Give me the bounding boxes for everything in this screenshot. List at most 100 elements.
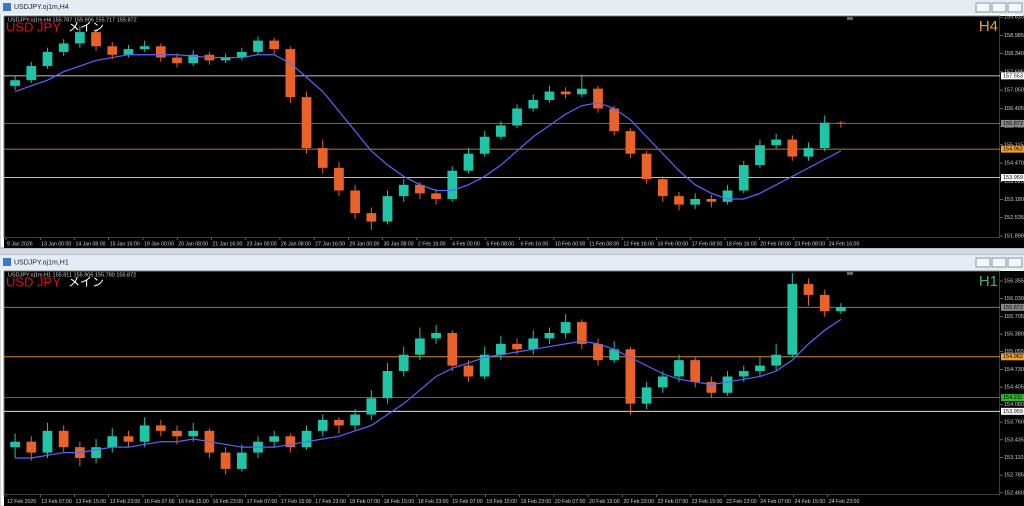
x-tick-label: 20 Feb 07:00 xyxy=(555,499,586,505)
candle-body xyxy=(706,381,717,393)
candle-body xyxy=(415,338,425,355)
candle-body xyxy=(447,332,458,366)
y-tick-label: 154.080 xyxy=(1004,402,1024,408)
level-tag xyxy=(1001,145,1024,153)
y-tick-label: 154.405 xyxy=(1004,385,1024,391)
window-title: USDJPY.oj1m,H4 xyxy=(14,4,69,11)
window-button[interactable] xyxy=(975,257,991,268)
candle-body xyxy=(787,284,798,355)
x-tick-label: 11 Feb 08:00 xyxy=(589,241,619,247)
window-button[interactable] xyxy=(991,257,1007,268)
candle-body xyxy=(301,430,312,448)
candle-body xyxy=(26,441,37,453)
level-tag xyxy=(1001,407,1024,415)
x-tick-label: 19 Feb 15:00 xyxy=(486,499,517,505)
candle-body xyxy=(771,354,781,366)
y-tick-label: 152.785 xyxy=(1004,473,1024,479)
candle-body xyxy=(738,371,749,377)
time-axis xyxy=(4,495,1000,506)
window-button[interactable] xyxy=(975,2,991,13)
moving-average xyxy=(14,54,842,200)
candle-body xyxy=(755,145,765,166)
x-tick-label: 14 Jan 08:00 xyxy=(75,241,105,247)
x-tick-label: 20 Jan 08:00 xyxy=(178,241,208,247)
candle-body xyxy=(560,91,571,95)
candle-body xyxy=(350,190,360,214)
candle-body xyxy=(576,88,587,95)
x-tick-label: 10 Feb 00:00 xyxy=(555,241,586,247)
x-tick-label: 17 Feb 08:00 xyxy=(692,241,723,247)
x-tick-label: 17 Feb 15:00 xyxy=(281,499,312,505)
candle-body xyxy=(803,284,814,295)
y-tick-label: 152.535 xyxy=(1004,215,1024,221)
y-tick-label: 156.355 xyxy=(1004,279,1024,285)
candle-body xyxy=(544,332,555,339)
y-tick-label: 155.380 xyxy=(1004,332,1024,338)
x-tick-label: 27 Jan 16:00 xyxy=(315,241,345,247)
candle-body xyxy=(139,46,150,50)
candle-body xyxy=(593,343,603,361)
symbol-label: USD JPY xyxy=(6,274,61,289)
candle-body xyxy=(609,108,620,132)
x-tick-label: 21 Jan 16:00 xyxy=(212,241,242,247)
candle-body xyxy=(236,51,247,58)
candle-body xyxy=(155,46,166,58)
candle-body xyxy=(836,307,846,312)
candle-body xyxy=(26,66,37,81)
candle-body xyxy=(317,148,328,168)
y-tick-label: 155.055 xyxy=(1004,349,1024,355)
symbol-label: USD JPY xyxy=(6,19,61,34)
candle-body xyxy=(220,57,231,61)
candle-body xyxy=(285,49,296,98)
candle-body xyxy=(382,371,393,399)
x-tick-label: 16 Feb 15:00 xyxy=(178,499,209,505)
y-tick-label: 156.030 xyxy=(1004,296,1024,302)
candle-body xyxy=(253,40,263,52)
x-tick-label: 16 Feb 00:00 xyxy=(658,241,689,247)
y-tick-label: 153.110 xyxy=(1004,455,1023,461)
x-tick-label: 6 Feb 16:00 xyxy=(521,241,549,247)
x-tick-label: 12 Feb 16:00 xyxy=(623,241,654,247)
candle-body xyxy=(123,49,134,55)
window-button[interactable] xyxy=(991,2,1007,13)
price-axis xyxy=(1000,16,1024,248)
chart-header: USDJPY.oj1m,H4 155.787 155.906 155.717 1… xyxy=(8,17,137,23)
time-axis xyxy=(4,238,1000,248)
x-tick-label: 17 Feb 23:00 xyxy=(315,499,346,505)
y-tick-label: 153.760 xyxy=(1004,420,1024,426)
level-label: 157.553 xyxy=(1003,73,1023,79)
x-tick-label: 13 Jan 00:00 xyxy=(41,241,71,247)
x-tick-label: 20 Feb 23:00 xyxy=(623,499,654,505)
title-bar xyxy=(0,255,1024,270)
candle-body xyxy=(91,32,101,47)
candle-body xyxy=(107,46,118,55)
candle-body xyxy=(528,338,539,350)
candle-body xyxy=(366,398,377,415)
level-label: 153.959 xyxy=(1003,175,1023,181)
candle-body xyxy=(10,80,20,86)
candle-body xyxy=(269,436,280,442)
chart-shift-marker xyxy=(847,17,853,20)
window-button[interactable] xyxy=(1007,257,1023,268)
x-tick-label: 18 Feb 16:00 xyxy=(726,241,757,247)
window-button[interactable] xyxy=(1007,2,1023,13)
y-tick-label: 155.705 xyxy=(1004,314,1024,320)
timeframe-label: H4 xyxy=(979,18,998,35)
x-tick-label: 5 Feb 08:00 xyxy=(486,241,514,247)
x-tick-label: 12 Feb 2026 xyxy=(7,499,36,505)
candle-body xyxy=(155,425,166,431)
x-tick-label: 30 Jan 08:00 xyxy=(384,241,414,247)
candle-body xyxy=(139,425,150,442)
chart-area xyxy=(3,270,1001,496)
candle-body xyxy=(172,57,182,64)
x-tick-label: 9 Jan 2026 xyxy=(7,241,33,247)
candle-body xyxy=(496,343,506,355)
candle-body xyxy=(836,122,846,124)
y-tick-label: 152.460 xyxy=(1004,490,1024,496)
x-tick-label: 23 Feb 08:00 xyxy=(795,241,826,247)
x-tick-label: 24 Feb 23:00 xyxy=(829,499,860,505)
level-tag xyxy=(1001,303,1024,311)
candle-body xyxy=(771,139,781,146)
level-label: 154.962 xyxy=(1003,147,1023,153)
